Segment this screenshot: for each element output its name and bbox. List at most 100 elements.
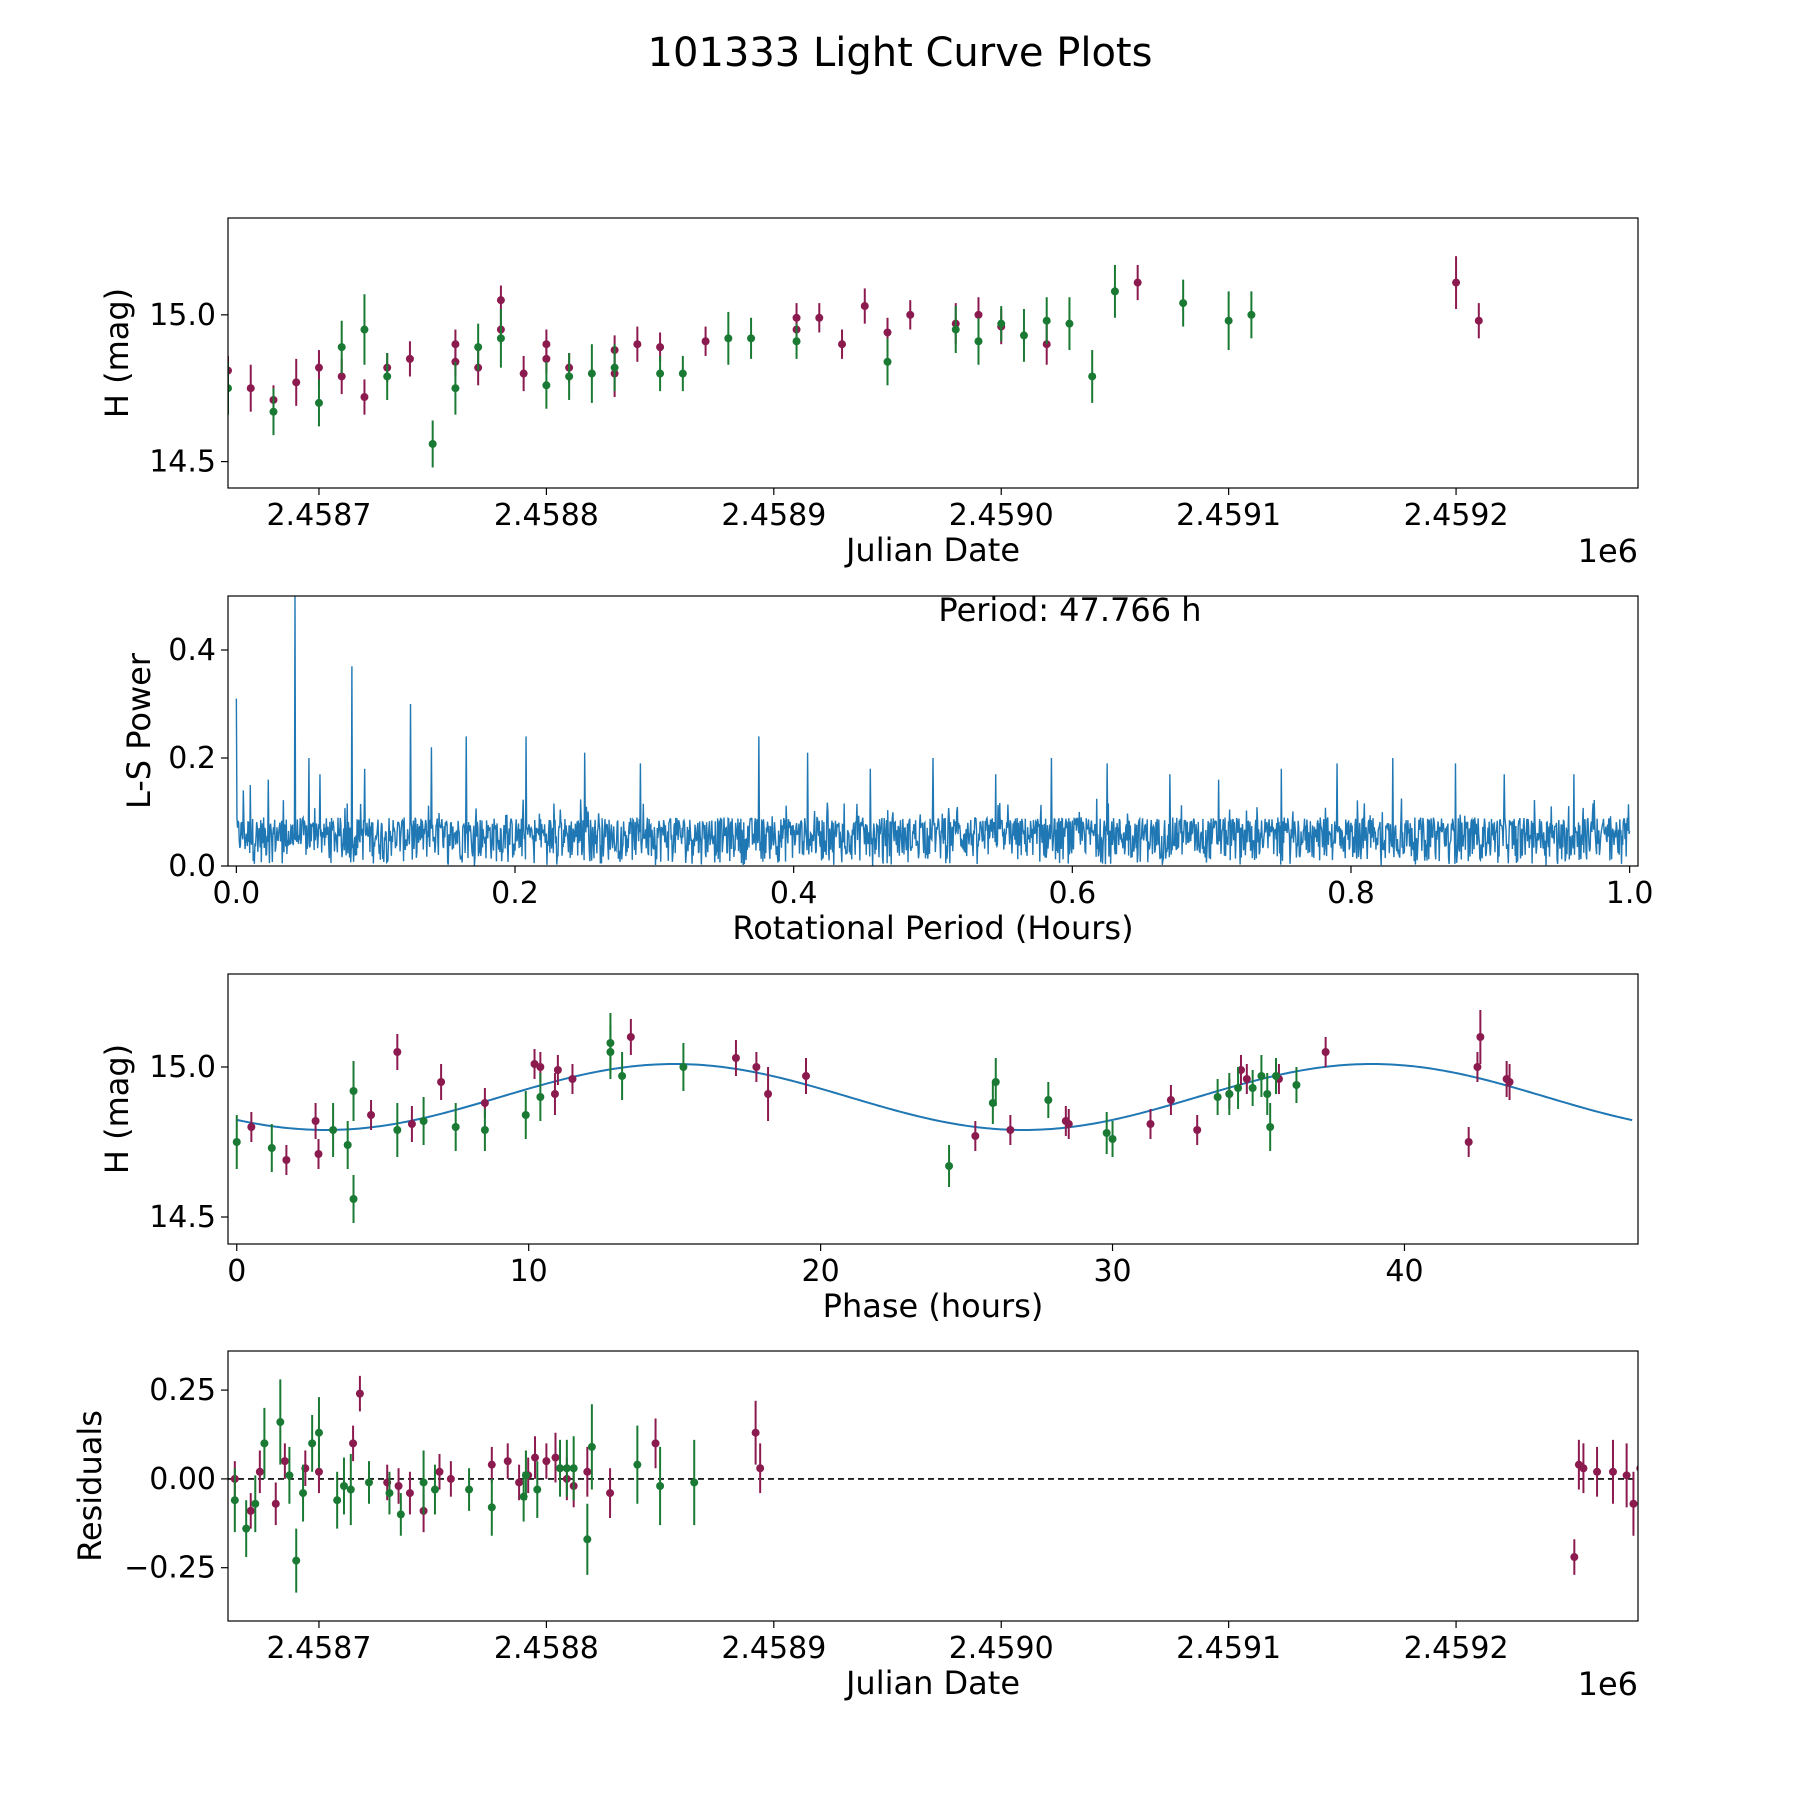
light-curve-x-offset: 1e6: [1578, 532, 1638, 570]
residuals-point: [280, 1457, 289, 1466]
residuals-point: [551, 1453, 560, 1462]
residuals-point: [255, 1467, 264, 1476]
residuals-point: [355, 1389, 364, 1398]
residuals-xtick-label: 2.4591: [1176, 1631, 1281, 1666]
phased-curve-point: [1248, 1084, 1257, 1092]
phased-curve-point: [1321, 1048, 1330, 1056]
residuals-point: [349, 1439, 358, 1448]
residuals-ytick-label: −0.25: [124, 1551, 216, 1586]
residuals-point: [583, 1535, 592, 1544]
residuals-point: [260, 1439, 269, 1448]
light-curve-point: [951, 325, 960, 334]
residuals-point: [1579, 1464, 1588, 1473]
periodogram-ylabel: L-S Power: [120, 652, 158, 809]
phased-curve-point: [1505, 1078, 1514, 1086]
residuals-ytick-label: 0.25: [149, 1373, 216, 1408]
residuals-point: [394, 1482, 403, 1490]
light-curve-ticks: 2.4587 2.4588 2.4589 2.4590 2.4591 2.4592 14.5…: [149, 298, 1508, 533]
residuals-point: [656, 1482, 665, 1490]
phased-curve-xtick-label: 20: [802, 1254, 840, 1289]
light-curve-point: [496, 334, 505, 343]
residuals-point: [465, 1485, 474, 1494]
residuals-point: [606, 1489, 615, 1498]
residuals-point: [515, 1478, 524, 1487]
residuals-point: [556, 1464, 565, 1473]
phased-curve-point: [626, 1033, 635, 1041]
light-curve-point: [1474, 316, 1483, 325]
residuals-point: [299, 1489, 308, 1498]
periodogram-ytick-label: 0.2: [168, 741, 216, 776]
residuals-point: [633, 1460, 642, 1469]
light-curve-point: [883, 328, 892, 337]
light-curve-point: [815, 313, 824, 322]
phased-curve-point: [1257, 1072, 1266, 1080]
light-curve-point: [587, 369, 596, 378]
light-curve-point: [405, 354, 414, 363]
light-curve-xlabel: Julian Date: [844, 531, 1020, 569]
residuals-point: [230, 1496, 239, 1505]
residuals-xtick-label: 2.4589: [721, 1631, 826, 1666]
light-curve-xtick-label: 2.4588: [494, 498, 599, 533]
periodogram-xlabel: Rotational Period (Hours): [732, 909, 1133, 947]
periodogram-xtick-label: 1.0: [1606, 876, 1654, 911]
phased-curve-ylabel: H (mag): [98, 1044, 136, 1174]
residuals-point: [562, 1464, 571, 1473]
figure-title: 101333 Light Curve Plots: [648, 30, 1153, 76]
phased-curve-point: [314, 1150, 323, 1158]
light-curve-plot-area: [228, 256, 1483, 468]
residuals-point: [271, 1499, 280, 1508]
light-curve-point: [883, 357, 892, 366]
light-curve-point: [228, 384, 232, 393]
residuals-point: [446, 1474, 455, 1483]
light-curve-frame: [227, 217, 1639, 489]
phased-curve-point: [1193, 1126, 1202, 1134]
residuals-point: [419, 1478, 428, 1487]
residuals-point: [587, 1442, 596, 1451]
phased-curve-point: [618, 1072, 627, 1080]
light-curve-point: [610, 363, 619, 372]
phased-curve-ytick-label: 14.5: [149, 1200, 216, 1235]
light-curve-ytick-label: 15.0: [149, 298, 216, 333]
residuals-ylabel: Residuals: [71, 1410, 109, 1562]
phased-curve-point: [393, 1126, 402, 1134]
residuals-xtick-label: 2.4588: [494, 1631, 599, 1666]
phased-curve-point: [1006, 1126, 1015, 1134]
phased-curve-point: [606, 1039, 615, 1047]
phased-curve-point: [419, 1117, 428, 1125]
periodogram-ticks: 0.0 0.2 0.4 0.6 0.8 1.0 0.0 0.2 0.4: [168, 633, 1653, 911]
phased-curve-point: [407, 1120, 416, 1128]
phased-curve-point: [349, 1195, 358, 1203]
light-curve-xtick-label: 2.4589: [721, 498, 826, 533]
residuals-point: [276, 1418, 285, 1427]
phased-curve-point: [232, 1138, 241, 1146]
phased-curve-point: [1464, 1138, 1473, 1146]
residuals-point: [308, 1439, 317, 1448]
residuals-point: [396, 1510, 405, 1519]
residuals-point: [583, 1467, 592, 1476]
phased-curve-point: [1476, 1033, 1485, 1041]
light-curve-point: [1088, 372, 1097, 381]
light-curve-point: [451, 340, 460, 349]
light-curve-point: [974, 337, 983, 346]
light-curve-point: [838, 340, 847, 349]
phased-curve-point: [282, 1156, 291, 1164]
phased-curve-point: [1263, 1090, 1272, 1098]
phased-curve-point: [991, 1078, 1000, 1086]
light-curve-point: [1133, 278, 1142, 287]
phased-curve-point: [480, 1126, 489, 1134]
phased-curve-point: [521, 1111, 530, 1119]
phased-curve-xtick-label: 40: [1385, 1254, 1423, 1289]
light-curve-point: [565, 372, 574, 381]
residuals-point: [487, 1503, 496, 1512]
phased-curve-point: [945, 1162, 954, 1170]
residuals-point: [314, 1467, 323, 1476]
periodogram-xtick-label: 0.2: [491, 876, 539, 911]
light-curve-point: [656, 343, 665, 352]
periodogram-frame: [227, 595, 1639, 867]
periodogram-xtick-label: 0.0: [213, 876, 261, 911]
residuals-point: [385, 1489, 394, 1498]
light-curve-point: [1019, 331, 1028, 340]
phased-curve-point: [752, 1063, 761, 1071]
residuals-frame: [227, 1350, 1639, 1622]
